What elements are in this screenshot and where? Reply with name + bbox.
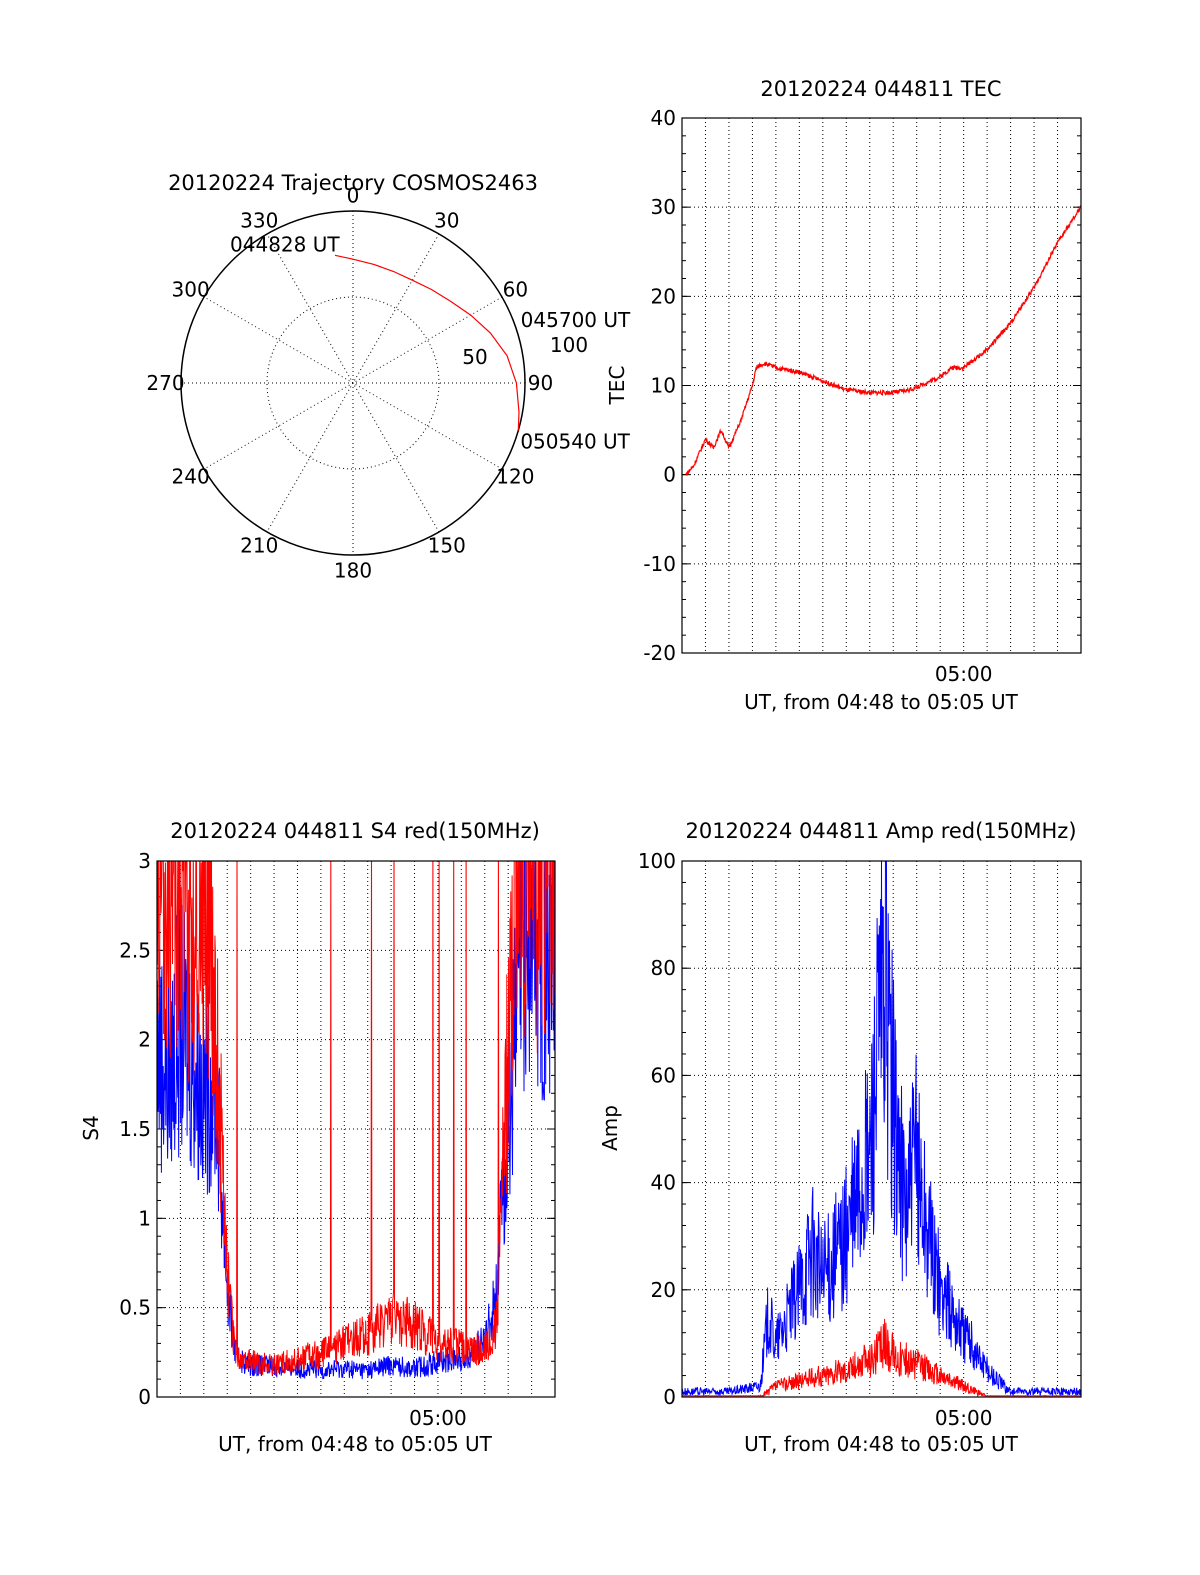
y-tick-label: 100 <box>638 849 676 873</box>
amp-y-axis-label: Amp <box>598 1105 622 1151</box>
polar-grid-spoke <box>266 233 440 533</box>
amp-chart-title: 20120224 044811 Amp red(150MHz) <box>685 819 1076 843</box>
polar-azimuth-label: 330 <box>240 209 278 233</box>
polar-radial-label: 100 <box>550 333 588 357</box>
s4-x-axis-label: UT, from 04:48 to 05:05 UT <box>218 1432 493 1456</box>
y-tick-label: 0 <box>663 1385 676 1409</box>
y-tick-label: -10 <box>643 552 676 576</box>
tec-y-axis-label: TEC <box>605 366 629 406</box>
polar-azimuth-label: 30 <box>434 209 459 233</box>
polar-time-annotation: 050540 UT <box>520 429 630 453</box>
polar-azimuth-label: 0 <box>347 184 360 208</box>
polar-azimuth-label: 240 <box>172 465 210 489</box>
polar-azimuth-label: 180 <box>334 558 372 582</box>
x-tick-label: 05:00 <box>935 662 993 686</box>
y-tick-label: 2 <box>138 1028 151 1052</box>
series-line-1 <box>682 861 1081 1397</box>
plot-frame <box>156 860 556 1398</box>
y-tick-label: -20 <box>643 641 676 665</box>
series-line-2 <box>157 861 555 1376</box>
y-tick-label: 3 <box>138 849 151 873</box>
polar-azimuth-label: 60 <box>503 277 528 301</box>
polar-time-annotation: 044828 UT <box>230 232 340 256</box>
polar-radial-label: 50 <box>462 345 487 369</box>
y-tick-label: 40 <box>651 1171 676 1195</box>
s4-y-axis-label: S4 <box>79 1115 103 1140</box>
x-tick-label: 05:00 <box>935 1406 993 1430</box>
s4-chart-title: 20120224 044811 S4 red(150MHz) <box>170 819 540 843</box>
y-tick-label: 2.5 <box>119 938 151 962</box>
polar-azimuth-label: 270 <box>146 371 184 395</box>
y-tick-label: 1 <box>138 1206 151 1230</box>
tec-x-axis-label: UT, from 04:48 to 05:05 UT <box>744 690 1019 714</box>
y-tick-label: 20 <box>651 284 676 308</box>
y-tick-label: 20 <box>651 1278 676 1302</box>
polar-azimuth-label: 210 <box>240 533 278 557</box>
series-line-1 <box>685 205 1081 476</box>
y-tick-label: 30 <box>651 195 676 219</box>
y-tick-label: 0.5 <box>119 1296 151 1320</box>
polar-azimuth-label: 120 <box>496 465 534 489</box>
y-tick-label: 0 <box>663 463 676 487</box>
amp-chart: 20120224 044811 Amp red(150MHz) UT, from… <box>598 819 1082 1456</box>
tec-chart-title: 20120224 044811 TEC <box>760 77 1001 101</box>
y-tick-label: 80 <box>651 956 676 980</box>
amp-x-axis-label: UT, from 04:48 to 05:05 UT <box>744 1432 1019 1456</box>
polar-azimuth-label: 90 <box>528 371 553 395</box>
polar-trajectory-line <box>334 254 520 431</box>
y-tick-label: 10 <box>651 374 676 398</box>
polar-time-annotation: 045700 UT <box>521 308 631 332</box>
polar-grid-ring <box>266 296 440 470</box>
plot-frame <box>681 860 1082 1398</box>
y-tick-label: 40 <box>651 106 676 130</box>
series-line-2 <box>682 1318 1081 1397</box>
polar-trajectory-chart: 20120224 Trajectory COSMOS2463 0 30 60 90 12… <box>146 171 631 582</box>
tec-chart: 20120224 044811 TEC UT, from 04:48 to 05… <box>605 77 1082 714</box>
x-tick-label: 05:00 <box>409 1406 467 1430</box>
polar-azimuth-label: 150 <box>428 533 466 557</box>
y-tick-label: 60 <box>651 1063 676 1087</box>
s4-chart: 20120224 044811 S4 red(150MHz) UT, from … <box>79 819 556 1456</box>
polar-chart-title: 20120224 Trajectory COSMOS2463 <box>168 171 538 195</box>
y-tick-label: 1.5 <box>119 1117 151 1141</box>
plot-frame <box>681 117 1082 654</box>
y-tick-label: 0 <box>138 1385 151 1409</box>
polar-azimuth-label: 300 <box>172 277 210 301</box>
